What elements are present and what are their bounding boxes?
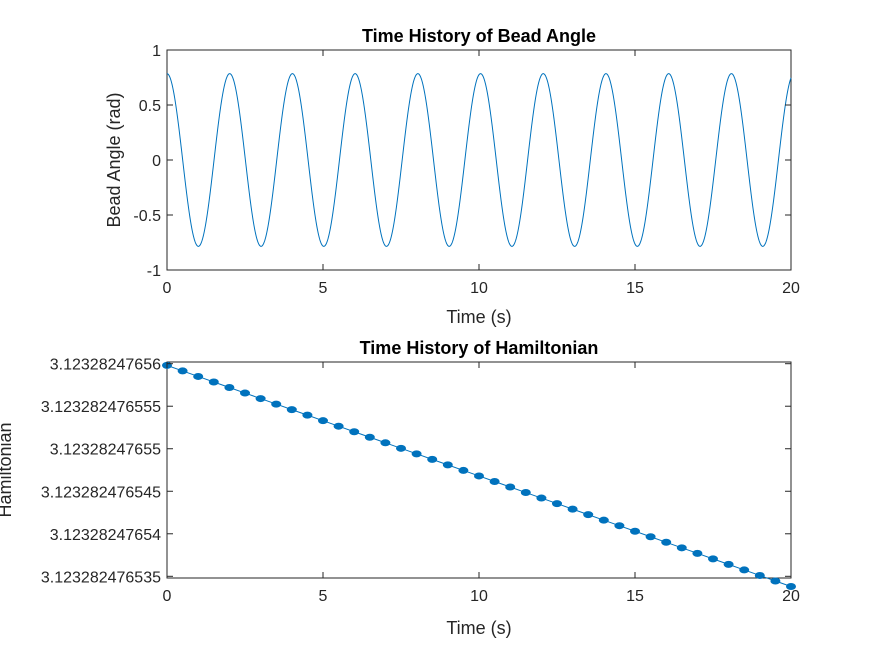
y-tick-label: 0.5	[139, 98, 161, 115]
data-point	[552, 500, 562, 508]
y-tick-label: 3.12328247656	[50, 357, 161, 374]
data-point	[396, 444, 406, 452]
data-point	[364, 433, 375, 441]
data-point	[286, 406, 297, 414]
data-point	[271, 400, 282, 408]
data-point	[614, 522, 625, 530]
plot-area	[166, 49, 792, 271]
x-tick-label: 15	[626, 588, 644, 605]
x-tick-label: 15	[626, 280, 644, 297]
data-point	[224, 384, 235, 392]
data-point	[661, 538, 672, 546]
chart-title: Time History of Bead Angle	[362, 26, 596, 46]
data-point	[240, 389, 250, 397]
data-point	[489, 477, 500, 485]
x-axis-label: Time (s)	[446, 307, 511, 327]
data-point	[754, 571, 765, 579]
data-point	[567, 505, 578, 513]
y-tick-label: -0.5	[133, 208, 161, 225]
x-tick-label: 5	[319, 280, 328, 297]
y-axis-label: Bead Angle (rad)	[104, 92, 124, 227]
plot-area	[166, 361, 792, 579]
data-point	[630, 527, 640, 535]
data-point	[411, 450, 422, 458]
x-ticks: 0 5 10 15 20	[163, 362, 800, 605]
y-axis-label: Hamiltonian	[0, 422, 15, 517]
data-point	[427, 455, 438, 463]
data-point	[676, 544, 687, 552]
data-point	[505, 483, 516, 491]
data-point	[302, 411, 313, 419]
chart-title: Time History of Hamiltonian	[360, 338, 599, 358]
data-point	[333, 422, 344, 430]
data-point	[380, 439, 391, 447]
series-markers	[162, 361, 796, 591]
data-point	[442, 461, 453, 469]
data-point	[786, 583, 796, 591]
subplot-hamiltonian: 0 5 10 15 20 3.123282476543.1232824765453.12…	[0, 338, 800, 638]
data-point	[536, 494, 547, 502]
y-tick-label: 1	[152, 43, 161, 60]
x-tick-label: 0	[163, 280, 172, 297]
data-point	[208, 378, 219, 386]
x-tick-label: 5	[319, 588, 328, 605]
data-point	[708, 555, 718, 563]
data-point	[520, 489, 531, 497]
y-tick-label: 3.12328247655	[50, 442, 161, 459]
x-ticks: 0 5 10 15 20	[163, 50, 800, 297]
data-point	[770, 577, 781, 585]
y-tick-label: -1	[147, 263, 161, 280]
data-point	[255, 395, 266, 403]
data-point	[458, 466, 469, 474]
data-point	[692, 549, 703, 557]
data-point	[583, 511, 594, 519]
data-point	[177, 367, 188, 375]
y-ticks: 3.12328247654 3.123282476545 3.12328247655…	[41, 357, 791, 586]
series-line-bead-angle	[166, 73, 792, 247]
data-point	[645, 533, 656, 541]
y-tick-label: 3.123282476535	[41, 569, 161, 586]
subplot-bead-angle: 0 5 10 15 20 -1 -0.5 0 0.5 1 Time History of Bea…	[104, 26, 800, 327]
x-tick-label: 10	[470, 280, 488, 297]
data-point	[739, 566, 750, 574]
data-point	[349, 428, 360, 436]
y-tick-label: 3.12328247654	[50, 527, 161, 544]
y-tick-label: 3.123282476545	[41, 484, 161, 501]
x-tick-label: 0	[163, 588, 172, 605]
y-tick-label: 3.123282476555	[41, 399, 161, 416]
x-tick-label: 10	[470, 588, 488, 605]
data-point	[474, 472, 484, 480]
y-tick-label: 0	[152, 153, 161, 170]
x-tick-label: 20	[782, 280, 800, 297]
data-point	[193, 372, 204, 380]
y-ticks: -1 -0.5 0 0.5 1	[133, 43, 791, 280]
x-tick-label: 20	[782, 588, 800, 605]
data-point	[723, 560, 734, 568]
data-point	[318, 417, 328, 425]
data-point	[598, 516, 609, 524]
x-axis-label: Time (s)	[446, 618, 511, 638]
